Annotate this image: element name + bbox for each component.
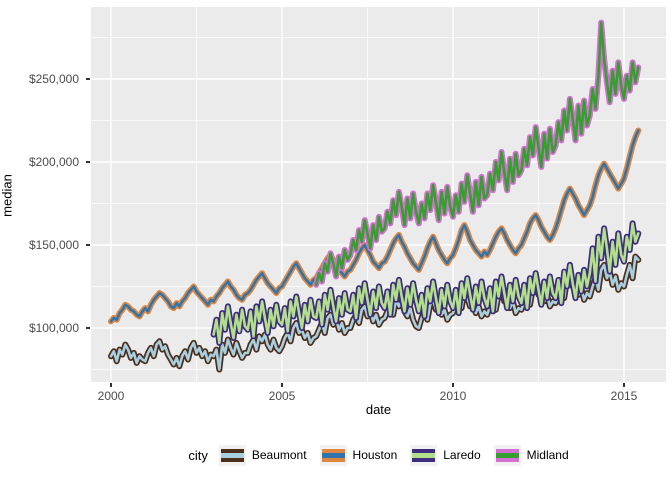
legend-key-line-swatch xyxy=(220,452,244,458)
legend-key-midland xyxy=(493,444,521,466)
plot-lines-canvas xyxy=(91,7,666,382)
series-line-laredo xyxy=(212,222,640,345)
y-tick-label: $200,000 xyxy=(28,155,79,169)
legend-label-houston: Houston xyxy=(352,448,398,462)
legend-key-outline-swatch xyxy=(220,448,244,462)
x-axis-title: date xyxy=(365,402,392,417)
legend-key-line-swatch xyxy=(495,452,519,458)
series-line-midland xyxy=(314,21,640,287)
legend-key-outline-swatch xyxy=(321,448,345,462)
legend-item-laredo: Laredo xyxy=(410,444,481,466)
legend-label-midland: Midland xyxy=(526,448,569,462)
x-tick-mark xyxy=(623,383,625,387)
legend-key-line-swatch xyxy=(321,452,345,458)
x-tick-mark xyxy=(110,383,112,387)
y-tick-label: $250,000 xyxy=(28,72,79,86)
y-tick-label: $100,000 xyxy=(28,321,79,335)
legend-key-laredo xyxy=(410,444,438,466)
x-tick-label: 2015 xyxy=(610,389,638,403)
legend-key-houston xyxy=(319,444,347,466)
x-tick-mark xyxy=(452,383,454,387)
x-tick-label: 2010 xyxy=(439,389,467,403)
x-tick-mark xyxy=(281,383,283,387)
legend-label-laredo: Laredo xyxy=(443,448,481,462)
series-outline-laredo xyxy=(210,220,642,346)
y-tick-mark xyxy=(86,78,90,80)
x-tick-label: 2005 xyxy=(268,389,296,403)
series-line-houston xyxy=(109,129,640,323)
legend-label-beaumont: Beaumont xyxy=(251,448,307,462)
legend-item-midland: Midland xyxy=(493,444,569,466)
legend-title: city xyxy=(188,447,208,463)
y-tick-mark xyxy=(86,244,90,246)
y-tick-label: $150,000 xyxy=(28,238,79,252)
legend-item-houston: Houston xyxy=(319,444,398,466)
legend-key-line-swatch xyxy=(412,452,436,458)
legend-key-outline-swatch xyxy=(495,448,519,462)
y-tick-mark xyxy=(86,161,90,163)
y-axis-title: median xyxy=(0,174,15,217)
x-tick-label: 2000 xyxy=(97,389,125,403)
y-tick-mark xyxy=(86,327,90,329)
legend: city Beaumont Houston Laredo Midland xyxy=(91,440,666,470)
plot-panel xyxy=(91,7,666,382)
legend-key-outline-swatch xyxy=(412,448,436,462)
legend-key-beaumont xyxy=(218,444,246,466)
legend-item-beaumont: Beaumont xyxy=(218,444,307,466)
series-line-beaumont xyxy=(109,255,640,371)
